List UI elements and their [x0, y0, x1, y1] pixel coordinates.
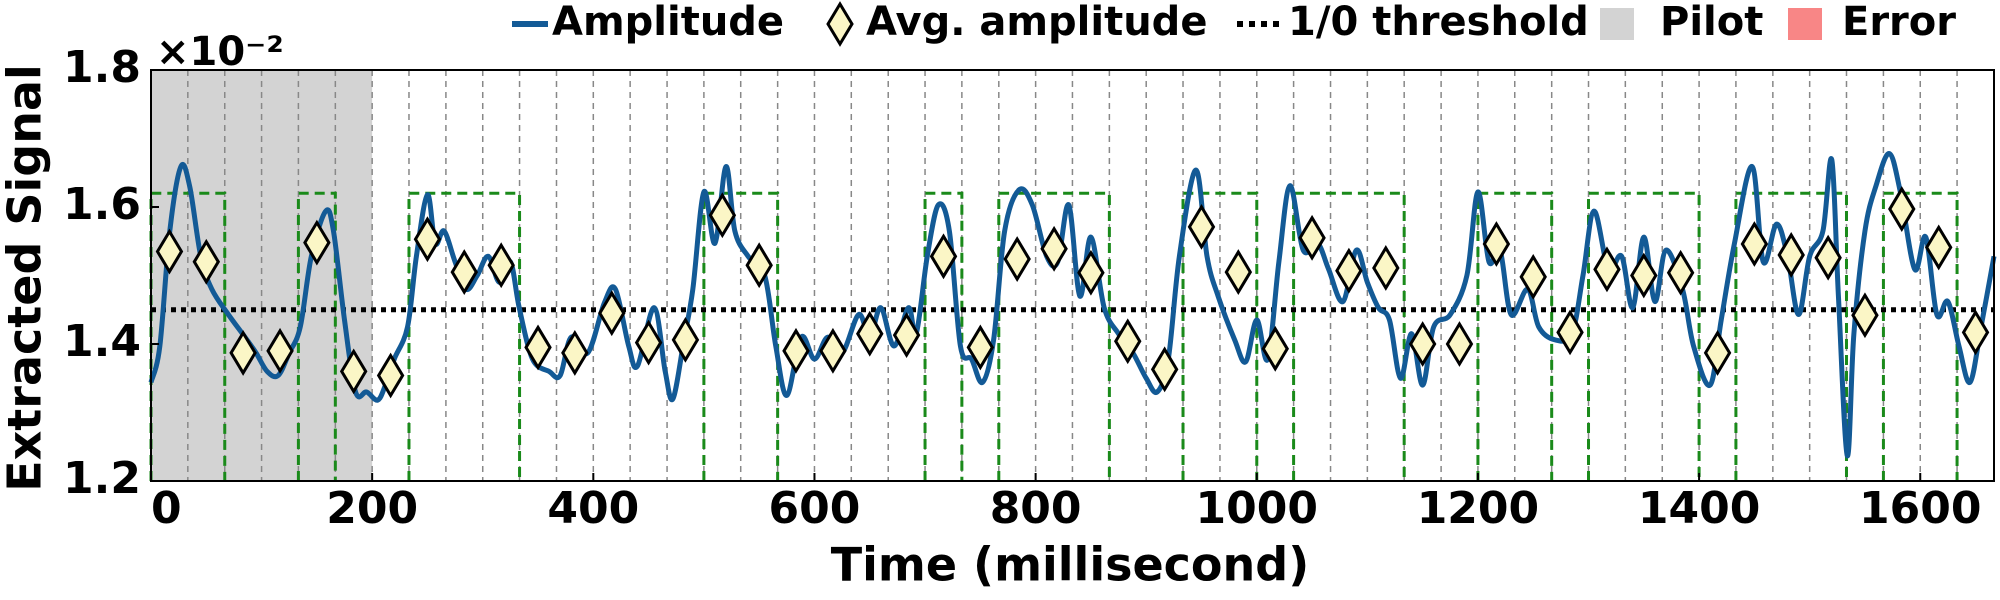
avg-marker	[598, 290, 626, 337]
avg-marker	[1740, 221, 1769, 267]
bit-one-box	[1587, 191, 1701, 481]
y-tick-label: 1.4	[63, 316, 141, 367]
plot-frame	[150, 69, 1995, 482]
x-tick-label: 1200	[1417, 483, 1539, 534]
bit-one-box	[923, 191, 964, 481]
avg-marker	[1777, 232, 1805, 278]
bit-one-box	[1181, 191, 1259, 481]
x-axis-label: Time (millisecond)	[831, 538, 1309, 592]
avg-marker	[708, 192, 737, 239]
avg-marker	[303, 219, 331, 266]
y-tick-label: 1.2	[63, 453, 141, 504]
avg-marker	[1113, 318, 1142, 365]
avg-marker	[892, 312, 921, 359]
bit-one-box	[407, 191, 522, 481]
avg-marker	[1335, 247, 1363, 294]
legend-label: 1/0 threshold	[1288, 0, 1589, 45]
avg-marker	[929, 233, 958, 280]
avg-marker	[1519, 253, 1547, 300]
avg-marker	[1593, 246, 1621, 293]
legend-swatch	[1788, 8, 1822, 40]
bit-one-box	[1292, 191, 1406, 481]
avg-marker	[1814, 234, 1842, 281]
bit-one-box	[702, 191, 780, 481]
avg-marker	[1630, 252, 1658, 299]
avg-marker	[524, 324, 552, 371]
x-tick-label: 600	[769, 483, 861, 534]
avg-marker	[671, 316, 700, 363]
x-tick-label: 800	[990, 483, 1082, 534]
avg-marker	[1187, 203, 1216, 250]
avg-marker	[487, 242, 515, 289]
avg-marker	[339, 348, 368, 395]
avg-marker	[192, 238, 221, 285]
legend-label: Pilot	[1660, 0, 1763, 45]
avg-marker	[1003, 236, 1031, 282]
avg-marker	[1077, 249, 1105, 296]
avg-marker	[1924, 224, 1953, 271]
y-multiplier: ×10⁻²	[156, 29, 284, 75]
x-tick-label: 0	[151, 483, 182, 534]
bit-one-box	[997, 191, 1111, 481]
avg-marker	[745, 242, 773, 289]
legend-label: Amplitude	[552, 0, 784, 45]
x-tick-label: 1000	[1196, 483, 1318, 534]
avg-marker	[634, 319, 663, 366]
avg-marker	[413, 216, 442, 263]
x-tick-label: 1400	[1638, 483, 1760, 534]
y-axis-label: Extracted Signal	[0, 64, 52, 492]
avg-marker	[966, 324, 995, 371]
legend-label: Avg. amplitude	[866, 0, 1207, 45]
avg-marker	[1556, 309, 1584, 356]
avg-marker	[856, 310, 884, 357]
x-tick-label: 1600	[1859, 483, 1981, 534]
bit-one-box	[296, 191, 337, 481]
avg-marker	[1482, 221, 1511, 267]
bit-one-box	[1734, 191, 1848, 481]
avg-marker	[1224, 249, 1253, 295]
avg-marker	[376, 352, 405, 399]
x-tick-label: 200	[326, 483, 418, 534]
avg-marker	[155, 228, 184, 275]
y-tick-label: 1.6	[63, 179, 141, 230]
legend-label: Error	[1842, 0, 1956, 45]
avg-marker	[1408, 321, 1437, 367]
bit-one-box	[149, 191, 227, 481]
avg-marker	[1851, 292, 1879, 339]
avg-marker	[1372, 245, 1400, 291]
avg-marker	[782, 327, 810, 374]
avg-marker	[1961, 309, 1990, 356]
legend-swatch	[1600, 8, 1634, 40]
legend-swatch	[826, 1, 854, 47]
avg-marker	[1703, 329, 1732, 376]
avg-marker	[1666, 249, 1695, 296]
avg-marker	[266, 327, 294, 374]
avg-marker	[1040, 225, 1068, 272]
x-tick-label: 400	[547, 483, 639, 534]
y-tick-label: 1.8	[63, 42, 141, 93]
avg-marker	[1261, 325, 1289, 372]
avg-marker	[1150, 346, 1179, 393]
avg-marker	[1445, 321, 1474, 367]
avg-marker	[819, 327, 847, 374]
avg-marker	[229, 329, 257, 376]
avg-marker	[1888, 186, 1916, 232]
avg-marker	[1298, 214, 1326, 261]
avg-marker	[561, 329, 589, 376]
avg-marker	[450, 249, 479, 295]
